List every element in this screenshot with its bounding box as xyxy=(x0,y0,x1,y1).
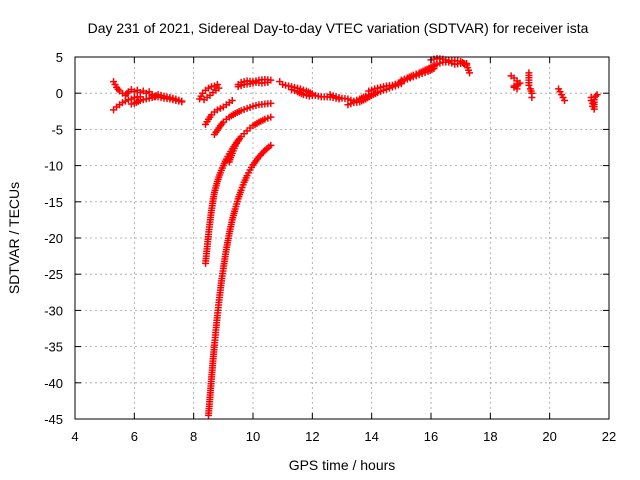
x-axis-ticks: 4 6 8 10 12 14 16 18 20 22 xyxy=(71,57,616,444)
y-tick-label: -40 xyxy=(44,376,63,391)
grid-lines xyxy=(75,57,609,419)
x-tick-label: 14 xyxy=(364,429,378,444)
x-tick-label: 4 xyxy=(71,429,78,444)
y-tick-label: -10 xyxy=(44,159,63,174)
y-tick-label: -45 xyxy=(44,412,63,427)
data-point xyxy=(592,92,600,100)
chart-title: Day 231 of 2021, Sidereal Day-to-day VTE… xyxy=(88,20,589,36)
data-point xyxy=(267,113,275,121)
y-tick-label: -15 xyxy=(44,195,63,210)
data-point xyxy=(466,69,474,77)
data-point xyxy=(561,96,568,104)
x-tick-label: 6 xyxy=(131,429,138,444)
data-point xyxy=(228,96,236,104)
x-tick-label: 12 xyxy=(305,429,319,444)
data-point xyxy=(264,78,272,86)
y-tick-label: -25 xyxy=(44,267,63,282)
data-point xyxy=(525,81,533,89)
data-point xyxy=(213,81,221,89)
data-point xyxy=(593,91,601,99)
y-axis-label: SDTVAR / TECUs xyxy=(6,182,22,294)
x-tick-label: 10 xyxy=(246,429,260,444)
y-tick-label: -20 xyxy=(44,231,63,246)
data-point xyxy=(178,98,186,106)
y-tick-label: -35 xyxy=(44,340,63,355)
data-point xyxy=(510,82,518,90)
x-tick-label: 22 xyxy=(602,429,616,444)
data-point xyxy=(528,94,536,102)
data-point xyxy=(234,136,242,144)
x-tick-label: 16 xyxy=(424,429,438,444)
data-point xyxy=(267,99,275,107)
x-tick-label: 20 xyxy=(542,429,556,444)
x-tick-label: 8 xyxy=(190,429,197,444)
y-tick-label: 0 xyxy=(56,86,63,101)
data-points xyxy=(110,54,601,419)
y-tick-label: 5 xyxy=(56,50,63,65)
data-point xyxy=(590,96,598,104)
x-axis-label: GPS time / hours xyxy=(289,457,396,473)
y-axis-ticks: 5 0 -5 -10 -15 -20 -25 -30 -35 -40 -45 xyxy=(44,50,609,427)
y-tick-label: -5 xyxy=(51,122,63,137)
y-tick-label: -30 xyxy=(44,303,63,318)
data-point xyxy=(215,84,223,92)
x-tick-label: 18 xyxy=(483,429,497,444)
data-point xyxy=(267,141,275,149)
